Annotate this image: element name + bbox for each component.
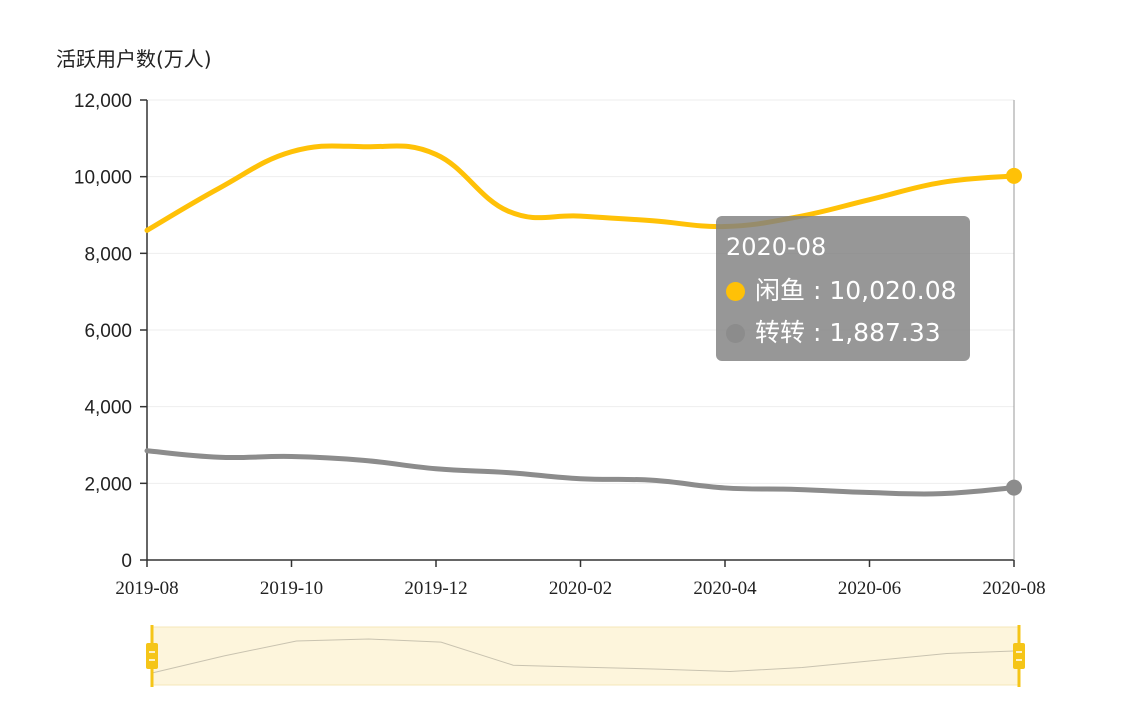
data-zoom-slider[interactable] xyxy=(146,625,1025,687)
x-tick-label: 2020-02 xyxy=(549,578,612,599)
handle-grip xyxy=(146,643,158,669)
y-axis-ticks: 0 2,000 4,000 6,000 8,000 10,000 12,000 xyxy=(74,91,147,572)
x-tick-label: 2019-10 xyxy=(260,578,323,599)
y-tick-label: 8,000 xyxy=(84,244,132,265)
x-tick-label: 2019-12 xyxy=(404,578,467,599)
y-tick-label: 0 xyxy=(121,551,132,572)
tooltip-row-label: 闲鱼 : 10,020.08 xyxy=(755,276,957,305)
tooltip-title: 2020-08 xyxy=(726,233,827,261)
y-tick-label: 2,000 xyxy=(84,474,132,495)
xianyu-marker-icon xyxy=(726,281,745,301)
x-axis-ticks: 2019-08 2019-10 2019-12 2020-02 2020-04 2020-… xyxy=(115,560,1046,599)
y-tick-label: 10,000 xyxy=(74,168,132,189)
data-zoom-preview-line xyxy=(151,638,1020,674)
y-tick-label: 6,000 xyxy=(84,321,132,342)
axes xyxy=(146,100,1014,561)
handle-grip xyxy=(1013,643,1025,669)
data-zoom-right-handle[interactable] xyxy=(1013,625,1025,687)
data-zoom-left-handle[interactable] xyxy=(146,625,158,687)
series-line-xianyu xyxy=(144,143,1017,233)
highlight-point xyxy=(1006,479,1022,496)
series-lines xyxy=(144,143,1022,497)
zhuanzhuan-marker-icon xyxy=(726,323,745,343)
tooltip-row-label: 转转 : 1,887.33 xyxy=(755,318,941,347)
x-tick-label: 2020-04 xyxy=(693,578,757,599)
data-zoom-selection xyxy=(151,626,1020,686)
series-line-zhuanzhuan xyxy=(144,448,1017,497)
grid-lines xyxy=(147,99,1014,484)
tooltip-row-xianyu: 闲鱼 : 10,020.08 xyxy=(726,270,970,312)
highlight-point xyxy=(1006,167,1022,184)
y-tick-label: 4,000 xyxy=(84,398,132,419)
x-tick-label: 2019-08 xyxy=(115,578,178,599)
tooltip-row-zhuanzhuan: 转转 : 1,887.33 xyxy=(726,312,970,354)
x-tick-label: 2020-06 xyxy=(838,578,901,599)
y-axis-title: 活跃用户数(万人) xyxy=(56,47,212,71)
x-tick-label: 2020-08 xyxy=(982,578,1045,599)
y-tick-label: 12,000 xyxy=(74,91,132,112)
tooltip: 2020-08 闲鱼 : 10,020.08 转转 : 1,887.33 xyxy=(716,216,970,361)
